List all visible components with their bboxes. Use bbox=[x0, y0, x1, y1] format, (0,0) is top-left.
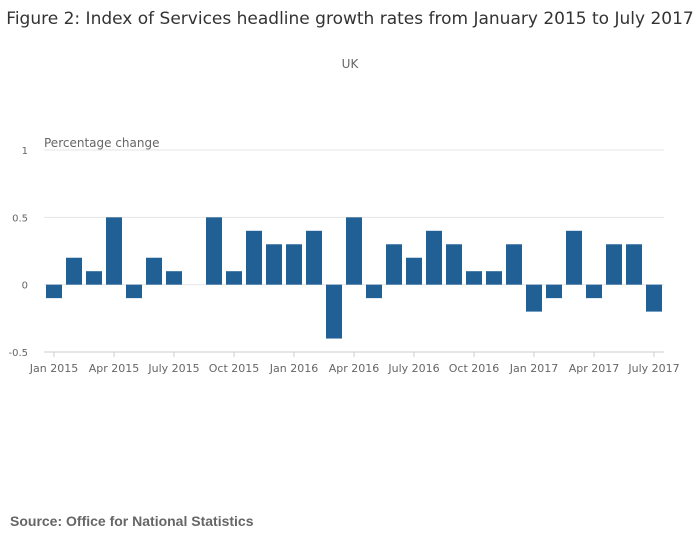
x-tick-label: Jan 2015 bbox=[29, 362, 78, 375]
x-tick-label: Jan 2017 bbox=[509, 362, 558, 375]
bar bbox=[606, 244, 622, 285]
bar bbox=[226, 271, 242, 285]
chart-title: Figure 2: Index of Services headline gro… bbox=[6, 9, 694, 29]
y-tick-label: 0 bbox=[22, 281, 28, 292]
bar bbox=[566, 230, 582, 285]
bar bbox=[306, 230, 322, 285]
bar bbox=[66, 257, 82, 285]
bar bbox=[546, 284, 562, 299]
bar bbox=[446, 244, 462, 285]
bar bbox=[406, 257, 422, 285]
x-tick-label: Apr 2016 bbox=[329, 362, 380, 375]
bar bbox=[346, 217, 362, 285]
x-tick-label: Jan 2016 bbox=[269, 362, 318, 375]
bar bbox=[366, 284, 382, 299]
bar bbox=[326, 284, 342, 339]
bar bbox=[106, 217, 122, 285]
bar bbox=[206, 217, 222, 285]
bar bbox=[626, 244, 642, 285]
bar bbox=[386, 244, 402, 285]
x-tick-label: Apr 2017 bbox=[569, 362, 620, 375]
x-tick-label: July 2015 bbox=[147, 362, 199, 375]
bar bbox=[86, 271, 102, 285]
bar bbox=[46, 284, 62, 299]
bar bbox=[506, 244, 522, 285]
bar bbox=[146, 257, 162, 285]
y-tick-label: 1 bbox=[22, 146, 28, 157]
y-tick-label: 0.5 bbox=[12, 213, 28, 224]
bar bbox=[486, 271, 502, 285]
y-tick-label: -0.5 bbox=[8, 348, 28, 359]
x-tick-label: Apr 2015 bbox=[89, 362, 140, 375]
bar bbox=[466, 271, 482, 285]
bar bbox=[526, 284, 542, 312]
bar bbox=[646, 284, 662, 312]
x-tick-label: July 2017 bbox=[627, 362, 679, 375]
bar bbox=[286, 244, 302, 285]
bar bbox=[126, 284, 142, 299]
x-tick-label: Oct 2016 bbox=[449, 362, 500, 375]
bar bbox=[586, 284, 602, 299]
chart-subtitle: UK bbox=[341, 57, 359, 71]
bar bbox=[246, 230, 262, 285]
x-tick-label: Oct 2015 bbox=[209, 362, 260, 375]
bar bbox=[266, 244, 282, 285]
x-tick-label: July 2016 bbox=[387, 362, 439, 375]
source-note: Source: Office for National Statistics bbox=[10, 513, 254, 529]
bar bbox=[166, 271, 182, 285]
bar bbox=[426, 230, 442, 285]
y-axis-label: Percentage change bbox=[44, 136, 159, 150]
